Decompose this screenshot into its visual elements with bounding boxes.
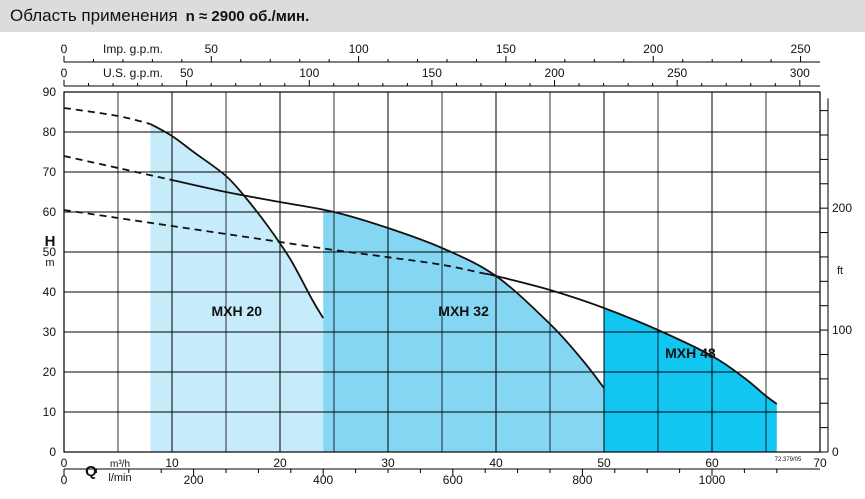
header-title: Область применения — [10, 6, 178, 25]
gpm-tick-label: 0 — [61, 42, 68, 56]
gpm-axis-label: U.S. g.p.m. — [103, 66, 163, 80]
mxh-48-curve — [485, 272, 778, 405]
ft-axis-unit: ft — [837, 265, 843, 277]
mxh-32-curve-dashed — [63, 155, 173, 181]
gpm-tick-label: 250 — [791, 42, 811, 56]
header-speed: n ≈ 2900 об./мин. — [185, 8, 310, 25]
chart-code: 72.379/05 — [775, 457, 802, 463]
mxh-32-area — [323, 209, 604, 452]
mxh-48-curve-dashed — [63, 209, 486, 275]
gpm-tick-label: 300 — [790, 66, 810, 80]
plot-frame — [63, 91, 821, 453]
page-title: Область применения n ≈ 2900 об./мин. — [10, 6, 309, 26]
x-tick-label-m3h: 20 — [273, 456, 287, 470]
ft-tick-label: 0 — [832, 445, 839, 459]
mxh-20-curve-dashed — [63, 107, 151, 125]
ft-tick-label: 100 — [832, 323, 852, 337]
gpm-tick-label: 50 — [205, 42, 219, 56]
gpm-tick-label: 150 — [422, 66, 442, 80]
y-tick-label: 90 — [43, 85, 57, 99]
gpm-tick-label: 50 — [180, 66, 194, 80]
mxh-32-curve — [171, 179, 605, 389]
mxh-20-label: MXH 20 — [212, 303, 263, 319]
gpm-axis-label: Imp. g.p.m. — [103, 42, 163, 56]
mxh-20-area — [150, 124, 324, 452]
x-tick-label-lmin: 400 — [313, 473, 333, 487]
y-tick-label: 0 — [49, 445, 56, 459]
x-tick-label-lmin: 600 — [443, 473, 463, 487]
y-axis-unit: m — [45, 257, 54, 269]
x-tick-label-m3h: 0 — [61, 456, 68, 470]
x-tick-label-m3h: 60 — [705, 456, 719, 470]
mxh-20-curve — [149, 123, 324, 319]
gpm-tick-label: 150 — [496, 42, 516, 56]
x-tick-label-m3h: 30 — [381, 456, 395, 470]
x-axis-unit-lmin: l/min — [108, 472, 131, 484]
header-bar — [0, 0, 865, 32]
mxh-32-label: MXH 32 — [438, 303, 489, 319]
gpm-tick-label: 200 — [643, 42, 663, 56]
y-axis-symbol: H — [45, 233, 56, 250]
y-tick-label: 50 — [43, 245, 57, 259]
gpm-tick-label: 0 — [61, 66, 68, 80]
y-tick-label: 80 — [43, 125, 57, 139]
gpm-tick-label: 100 — [299, 66, 319, 80]
gpm-tick-label: 100 — [349, 42, 369, 56]
mxh-48-label: MXH 48 — [665, 345, 716, 361]
x-tick-label-m3h: 70 — [813, 456, 827, 470]
mxh-48-area — [604, 308, 777, 452]
x-tick-label-lmin: 0 — [61, 473, 68, 487]
y-tick-label: 30 — [43, 325, 57, 339]
x-axis-unit-m3h: m³/h — [110, 459, 130, 470]
y-tick-label: 40 — [43, 285, 57, 299]
y-tick-label: 10 — [43, 405, 57, 419]
x-tick-label-lmin: 1000 — [699, 473, 726, 487]
x-tick-label-lmin: 200 — [184, 473, 204, 487]
y-tick-label: 20 — [43, 365, 57, 379]
x-tick-label-m3h: 40 — [489, 456, 503, 470]
gpm-tick-label: 250 — [667, 66, 687, 80]
x-tick-label-m3h: 50 — [597, 456, 611, 470]
ft-tick-label: 200 — [832, 201, 852, 215]
x-tick-label-lmin: 800 — [572, 473, 592, 487]
x-tick-label-m3h: 10 — [165, 456, 179, 470]
y-tick-label: 70 — [43, 165, 57, 179]
y-tick-label: 60 — [43, 205, 57, 219]
x-axis-symbol: Q — [85, 463, 97, 480]
gpm-tick-label: 200 — [545, 66, 565, 80]
